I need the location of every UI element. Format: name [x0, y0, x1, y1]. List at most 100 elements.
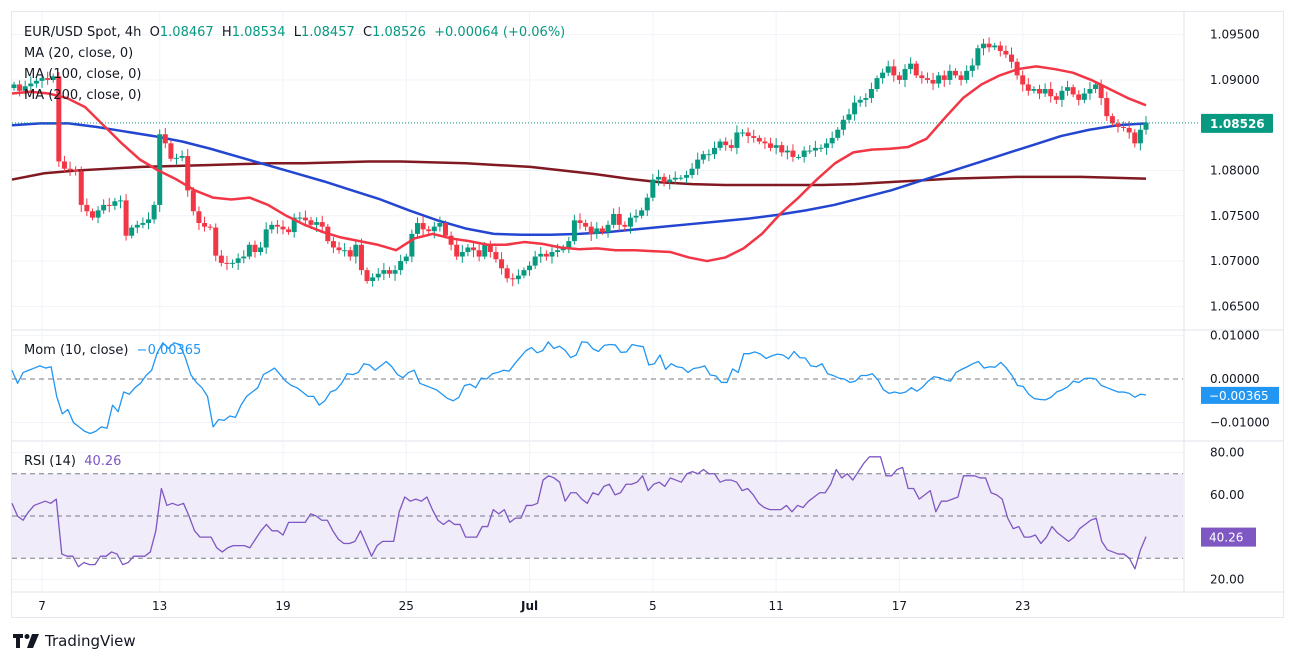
momentum-legend[interactable]: Mom (10, close) −0.00365 — [24, 342, 201, 360]
candle-body — [22, 86, 28, 91]
tradingview-logo-icon — [13, 634, 39, 648]
candle-body — [258, 247, 264, 253]
ma200-legend[interactable]: MA (200, close, 0) — [24, 88, 142, 103]
momentum-tick-label: 0.01000 — [1210, 328, 1260, 342]
candle — [409, 229, 415, 263]
candle-body — [521, 270, 527, 276]
candle — [874, 75, 880, 92]
candle-body — [1104, 98, 1110, 117]
candle-body — [611, 213, 617, 225]
candle — [1003, 45, 1009, 59]
candle — [549, 247, 555, 264]
candle-body — [622, 224, 628, 227]
candle — [992, 42, 998, 51]
candle-body — [1025, 84, 1031, 91]
candle — [218, 250, 224, 267]
tradingview-logo[interactable]: TradingView — [13, 632, 136, 650]
candle-body — [269, 224, 275, 230]
candle — [39, 73, 45, 88]
candle — [577, 213, 583, 230]
candle-body — [661, 176, 667, 183]
rsi-value-label: 40.26 — [1209, 531, 1243, 545]
candle — [740, 129, 746, 137]
candle — [224, 255, 230, 271]
candle — [174, 153, 180, 165]
candle — [330, 236, 336, 254]
candle — [605, 220, 611, 238]
candle — [902, 64, 908, 87]
candle — [818, 144, 824, 153]
candle-body — [84, 204, 90, 212]
candle-body — [818, 147, 824, 149]
candle-body — [50, 76, 56, 80]
candle — [123, 194, 129, 241]
candle — [1065, 80, 1071, 96]
candle — [33, 77, 39, 88]
candle — [1132, 129, 1138, 148]
candle-body — [252, 244, 258, 253]
candle-body — [919, 75, 925, 79]
candle — [504, 264, 510, 283]
candle — [398, 254, 404, 276]
candle — [773, 138, 779, 155]
candle — [521, 267, 527, 279]
candle-body — [773, 145, 779, 148]
candle — [420, 215, 426, 236]
candle — [280, 220, 286, 235]
candle — [633, 209, 639, 223]
candle-body — [986, 43, 992, 48]
candle — [454, 239, 460, 260]
candle — [499, 252, 505, 275]
candle-body — [762, 141, 768, 144]
candle-body — [902, 69, 908, 80]
candle — [1053, 92, 1059, 105]
candle — [336, 241, 342, 254]
ma20-path — [11, 65, 1147, 263]
candle — [650, 173, 656, 202]
candle — [527, 261, 533, 276]
candle-body — [471, 247, 477, 251]
candle-body — [924, 78, 930, 80]
rsi-tick-label: 20.00 — [1210, 572, 1244, 586]
candle-body — [1132, 132, 1138, 144]
candle — [885, 60, 891, 77]
candle-body — [683, 175, 689, 178]
candle-body — [824, 143, 830, 148]
candle — [969, 58, 975, 78]
ma100-legend[interactable]: MA (100, close, 0) — [24, 67, 142, 82]
ma20-legend[interactable]: MA (20, close, 0) — [24, 46, 134, 61]
candle — [751, 129, 757, 143]
candle — [846, 108, 852, 124]
candle — [857, 96, 863, 107]
candle — [790, 144, 796, 162]
candle — [1070, 84, 1076, 98]
last-price-badge — [1201, 113, 1273, 133]
candle — [493, 246, 499, 263]
candle — [762, 137, 768, 149]
candle — [689, 163, 695, 179]
candle-body — [302, 217, 308, 221]
rsi-legend[interactable]: RSI (14) 40.26 — [24, 453, 121, 471]
candle-body — [784, 150, 790, 153]
momentum-tick-label: 0.00000 — [1210, 372, 1260, 386]
symbol-title: EUR/USD Spot, 4h — [24, 25, 142, 40]
time-tick-label: 25 — [399, 599, 414, 613]
candle-body — [414, 223, 420, 234]
candle-body — [17, 84, 23, 91]
candle-body — [358, 244, 364, 271]
candle-body — [723, 141, 729, 146]
time-axis: 7 13 19 25 Jul 5 11 17 23 — [38, 599, 1030, 613]
candle-body — [588, 226, 594, 234]
candle — [840, 115, 846, 136]
candle-body — [527, 265, 533, 271]
candle — [84, 198, 90, 217]
candle-body — [347, 250, 353, 257]
candle — [779, 141, 785, 157]
candle-body — [1020, 75, 1026, 85]
candle-body — [1137, 129, 1143, 144]
candle-body — [717, 141, 723, 148]
candle-body — [314, 222, 320, 225]
price-tick-label: 1.08000 — [1210, 164, 1260, 178]
candle — [73, 166, 79, 176]
